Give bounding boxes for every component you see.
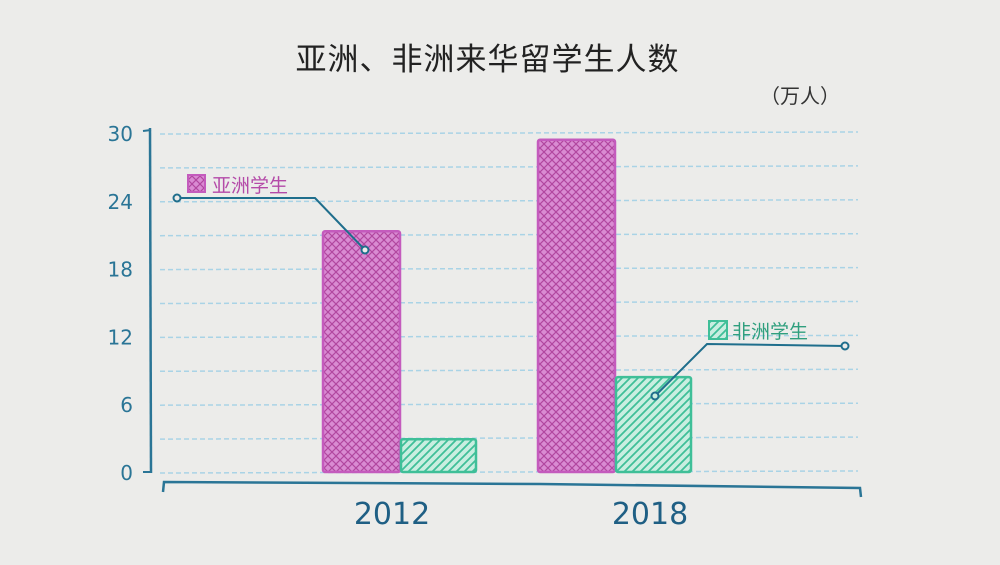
bar-africa-2012 [399, 437, 478, 474]
legend-leader-asia [177, 197, 366, 251]
chart-title: 亚洲、非洲来华留学生人数 [295, 42, 680, 78]
legend-swatch-asia [187, 174, 206, 193]
legend-swatch-africa [708, 320, 728, 340]
legend-label-africa: 非洲学生 [732, 321, 808, 343]
y-tick-label: 0 [120, 461, 133, 485]
leader-dot [172, 193, 182, 203]
leader-dot [840, 341, 850, 351]
y-tick-label: 24 [108, 190, 133, 214]
gridline [159, 470, 859, 474]
gridline [159, 402, 859, 406]
x-tick-label: 2018 [612, 497, 688, 532]
gridline [159, 199, 859, 203]
y-tick-label: 12 [108, 325, 133, 349]
legend-leader-africa [654, 342, 846, 397]
bar-africa-2018 [614, 375, 693, 474]
x-axis-line [161, 480, 863, 498]
gridline [159, 300, 859, 305]
gridline [159, 232, 859, 237]
legend-label-asia: 亚洲学生 [212, 175, 288, 197]
unit-label: （万人） [760, 84, 840, 108]
y-tick-label: 6 [120, 393, 133, 417]
y-axis-tick [142, 129, 152, 132]
x-tick-label: 2012 [354, 497, 430, 532]
gridline [159, 131, 859, 135]
leader-dot [360, 245, 370, 255]
y-tick-label: 30 [108, 122, 133, 146]
bar-asia-2018 [536, 138, 617, 474]
y-axis-line [148, 127, 153, 474]
gridline [159, 436, 859, 440]
bar-asia-2012 [321, 230, 402, 474]
y-tick-label: 18 [108, 258, 133, 282]
gridline [159, 334, 859, 339]
gridline [159, 368, 859, 373]
gridline [159, 266, 859, 271]
gridline [159, 165, 859, 169]
leader-dot [650, 391, 660, 401]
